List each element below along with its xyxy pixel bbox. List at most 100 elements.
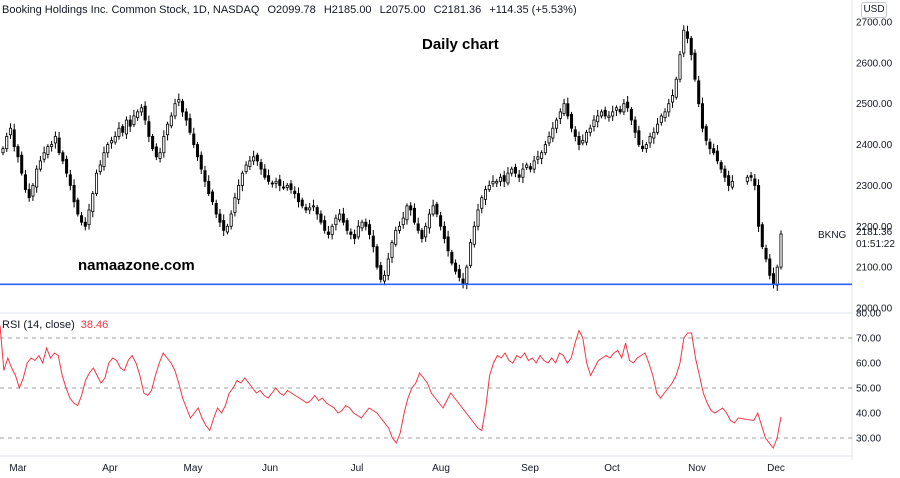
down-candle: [259, 162, 263, 170]
down-candle: [528, 166, 532, 170]
down-candle: [685, 31, 690, 39]
down-candle: [210, 191, 214, 203]
month-tick-label: Aug: [432, 463, 450, 474]
down-candle: [771, 273, 776, 284]
month-tick-label: Jun: [262, 463, 278, 474]
up-candle: [401, 217, 405, 226]
down-candle: [154, 146, 158, 158]
up-candle: [229, 213, 233, 227]
up-candle: [109, 140, 113, 144]
up-candle: [659, 115, 663, 123]
down-candle: [57, 137, 61, 154]
up-candle: [427, 213, 431, 229]
up-candle: [562, 103, 566, 114]
down-candle: [83, 221, 87, 227]
down-candle: [637, 130, 641, 145]
price-tick-label: 2600.00: [856, 58, 893, 69]
up-candle: [177, 99, 181, 103]
down-candle: [439, 215, 443, 227]
down-candle: [689, 37, 693, 56]
up-candle: [38, 160, 42, 170]
down-candle: [435, 203, 439, 215]
month-tick-label: May: [184, 463, 203, 474]
down-candle: [723, 168, 727, 178]
down-candle: [188, 118, 192, 133]
down-candle: [16, 146, 20, 158]
up-candle: [46, 146, 50, 155]
down-candle: [712, 148, 716, 154]
down-candle: [128, 119, 132, 127]
rsi-tick-label: 70.00: [856, 334, 881, 345]
up-candle: [169, 115, 173, 127]
up-candle: [667, 103, 671, 113]
legend-header: Booking Holdings Inc. Common Stock, 1D, …: [2, 4, 582, 16]
up-candle: [8, 127, 13, 136]
down-candle: [749, 175, 753, 178]
up-candle: [656, 123, 660, 133]
up-candle: [311, 205, 315, 208]
down-candle: [304, 207, 308, 211]
down-candle: [768, 258, 772, 276]
down-candle: [368, 224, 372, 235]
month-tick-label: Dec: [767, 463, 785, 474]
up-candle: [397, 225, 402, 231]
down-candle: [353, 234, 357, 239]
down-candle: [27, 189, 31, 199]
up-candle: [588, 127, 592, 133]
down-candle: [446, 236, 450, 252]
down-candle: [296, 193, 301, 203]
up-candle: [674, 78, 678, 98]
up-candle: [614, 107, 618, 111]
up-candle: [31, 185, 35, 197]
down-candle: [341, 213, 345, 223]
up-candle: [394, 229, 398, 245]
up-candle: [106, 144, 110, 154]
open-value: O2099.78: [267, 4, 316, 16]
watermark-text: namaazone.com: [78, 257, 195, 274]
down-candle: [326, 231, 330, 235]
up-candle: [390, 242, 394, 258]
down-candle: [409, 205, 413, 211]
down-candle: [147, 121, 151, 137]
down-candle: [502, 175, 506, 182]
up-candle: [558, 111, 562, 119]
down-candle: [454, 262, 458, 272]
down-candle: [603, 109, 607, 117]
up-candle: [158, 152, 162, 159]
up-candle: [487, 185, 491, 190]
up-candle: [483, 189, 488, 200]
down-candle: [181, 100, 185, 113]
rsi-tick-label: 40.00: [856, 409, 881, 420]
up-candle: [730, 180, 734, 188]
up-candle: [472, 225, 476, 245]
down-candle: [757, 185, 761, 227]
currency-button[interactable]: USD: [861, 2, 887, 18]
down-candle: [278, 179, 282, 186]
low-value: L2075.00: [379, 4, 426, 16]
up-candle: [91, 193, 95, 212]
up-candle: [506, 172, 510, 184]
up-candle: [5, 135, 9, 150]
rsi-tick-label: 50.00: [856, 384, 881, 395]
month-tick-label: Nov: [688, 463, 706, 474]
down-candle: [207, 180, 211, 194]
up-candle: [98, 164, 102, 172]
down-candle: [72, 185, 76, 203]
bar-countdown: 01:51:22: [856, 239, 895, 250]
down-candle: [68, 174, 72, 186]
up-candle: [225, 225, 229, 233]
down-candle: [577, 135, 581, 145]
down-candle: [195, 144, 200, 158]
up-candle: [498, 176, 502, 182]
down-candle: [693, 52, 697, 80]
up-candle: [491, 180, 495, 185]
up-candle: [237, 185, 241, 200]
down-candle: [61, 152, 65, 162]
up-candle: [94, 172, 99, 195]
down-candle: [618, 109, 622, 113]
rsi-legend: RSI (14, close) 38.46: [2, 319, 108, 331]
chart-title: Daily chart: [422, 36, 499, 53]
up-candle: [671, 95, 675, 103]
